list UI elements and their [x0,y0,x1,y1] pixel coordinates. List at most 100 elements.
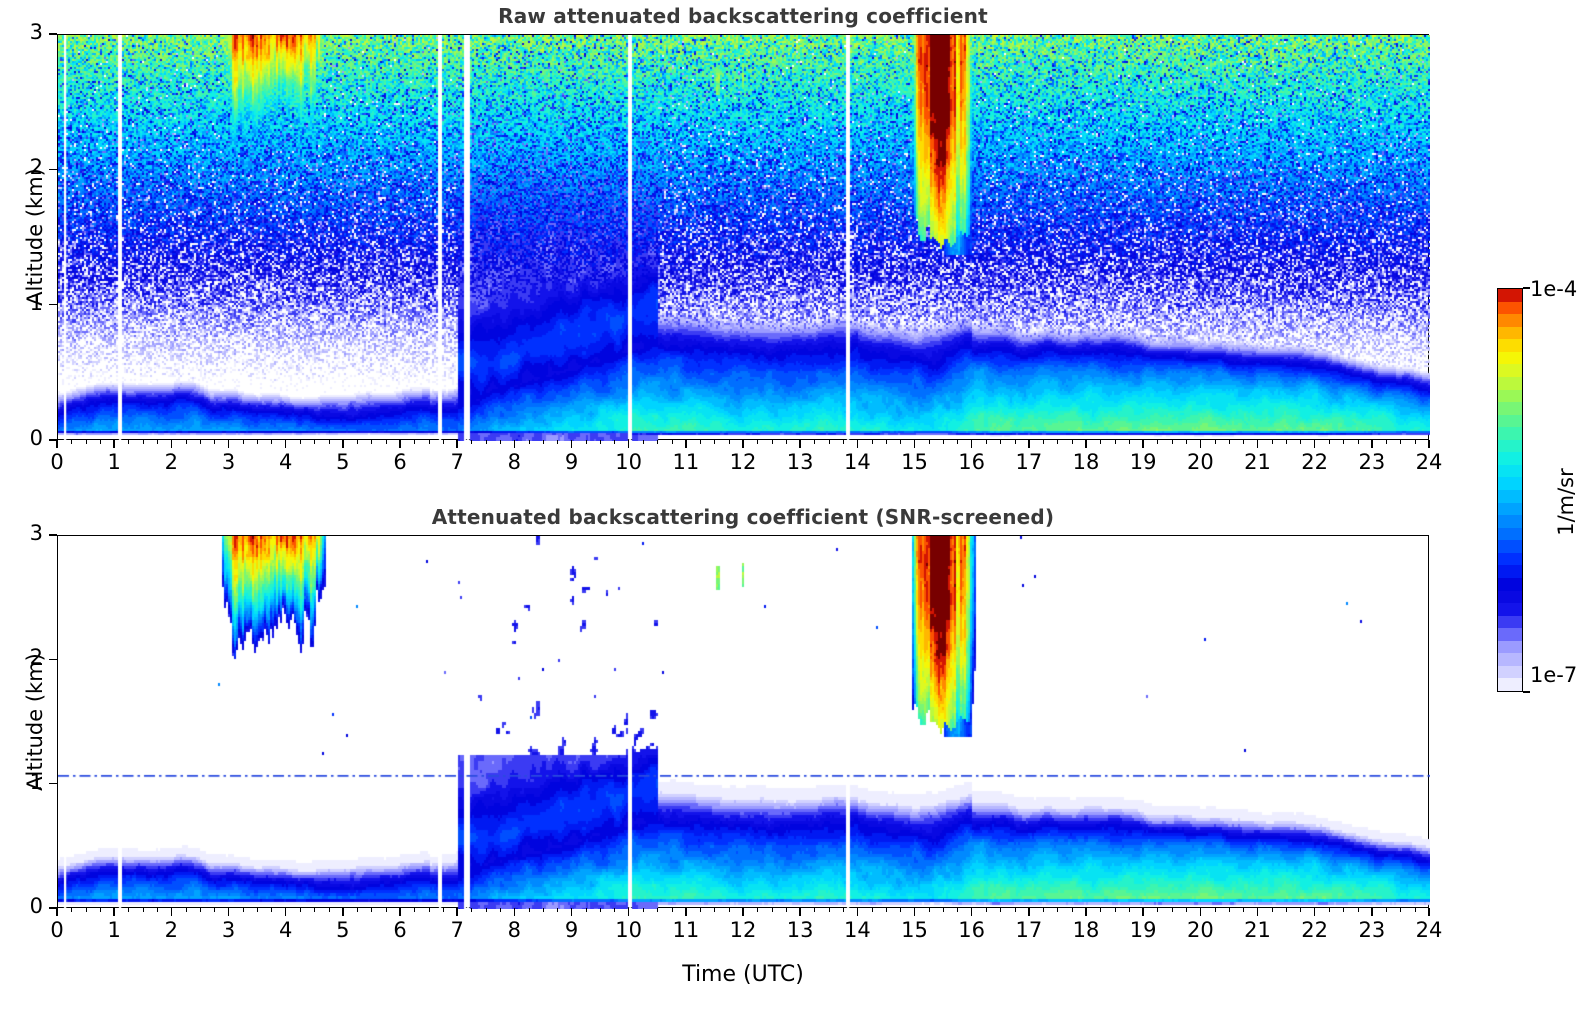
y-tick-label: 3 [29,20,43,44]
x-minor-tick-mark [600,908,602,912]
x-tick-mark [799,908,801,916]
x-minor-tick-mark [528,908,530,912]
x-tick-mark [627,440,630,448]
x-minor-tick-mark [1071,440,1073,444]
x-tick-label: 9 [564,450,579,474]
x-minor-tick-mark [928,440,930,444]
x-minor-tick-mark [142,908,144,912]
colorbar[interactable] [1497,288,1523,692]
x-minor-tick-mark [1386,908,1388,912]
x-minor-tick-mark [728,908,730,912]
x-tick-label: 16 [958,450,986,474]
x-minor-tick-mark [1171,908,1173,912]
colorbar-segment [1498,339,1522,352]
x-tick-mark [227,440,230,448]
y-tick-label: 1 [29,290,43,315]
colorbar-segment [1498,477,1522,490]
x-minor-tick-mark [900,440,902,444]
x-minor-tick-mark [1343,440,1345,444]
x-minor-tick-mark [757,908,759,912]
x-minor-tick-mark [771,440,773,444]
x-minor-tick-mark [642,908,644,912]
colorbar-tick-top [1523,287,1530,289]
colorbar-segment [1498,427,1522,440]
x-minor-tick-mark [357,908,359,912]
x-minor-tick-mark [1400,908,1402,912]
x-tick-mark [1371,908,1373,916]
colorbar-segment [1498,515,1522,528]
x-tick-mark [742,908,744,916]
y-tick-label: 0 [29,894,43,918]
x-tick-mark [970,440,973,448]
x-minor-tick-mark [128,440,130,444]
x-tick-mark [113,908,115,916]
x-minor-tick-mark [99,908,101,912]
y-tick-mark [49,658,57,661]
x-minor-tick-mark [757,440,759,444]
x-tick-mark [856,908,859,916]
x-tick-mark [1313,908,1316,916]
colorbar-segment [1498,376,1522,390]
x-minor-tick-mark [328,440,330,444]
colorbar-segment [1498,364,1522,377]
x-minor-tick-mark [1014,440,1016,444]
x-tick-label: 7 [450,918,464,942]
x-tick-mark [227,908,230,916]
plot-area-raw[interactable] [57,34,1430,441]
x-tick-mark [1371,440,1373,448]
x-minor-tick-mark [257,440,259,444]
x-minor-tick-mark [957,440,959,444]
colorbar-segment [1498,577,1522,591]
x-minor-tick-mark [428,440,430,444]
colorbar-segment [1498,414,1522,428]
x-tick-mark [342,440,344,448]
x-tick-label: 10 [615,918,643,942]
x-tick-mark [1428,440,1430,448]
plot-area-screened[interactable] [57,535,1430,909]
x-minor-tick-mark [257,908,259,912]
x-tick-label: 3 [221,918,236,942]
x-minor-tick-mark [442,440,444,444]
x-tick-label: 6 [393,450,407,474]
x-tick-label: 12 [729,450,757,474]
x-minor-tick-mark [1171,440,1173,444]
x-minor-tick-mark [671,440,673,444]
x-tick-mark [513,908,516,916]
y-tick-label: 2 [29,645,43,670]
x-minor-tick-mark [157,440,159,444]
x-minor-tick-mark [1228,440,1230,444]
x-tick-label: 13 [786,450,814,474]
x-tick-label: 15 [901,918,928,942]
x-tick-label: 12 [729,918,757,942]
x-tick-mark [1199,440,1202,448]
x-tick-label: 1 [107,918,121,942]
x-tick-label: 21 [1244,450,1271,474]
x-minor-tick-mark [199,440,201,444]
y-tick-mark [49,907,57,909]
x-minor-tick-mark [600,440,602,444]
x-tick-label: 0 [50,918,64,942]
colorbar-unit-label: 1/m/sr [1554,468,1578,536]
x-tick-mark [1428,908,1430,916]
x-tick-mark [456,908,458,916]
x-tick-label: 4 [278,918,293,942]
y-tick-label: 3 [29,521,43,545]
x-tick-mark [1313,440,1316,448]
x-tick-label: 17 [1015,918,1043,942]
x-tick-mark [570,440,573,448]
colorbar-segment [1498,678,1522,691]
x-minor-tick-mark [500,908,502,912]
x-minor-tick-mark [1128,908,1130,912]
colorbar-segment [1498,502,1522,516]
x-tick-mark [399,440,401,448]
x-minor-tick-mark [1128,440,1130,444]
x-tick-mark [1199,908,1202,916]
x-minor-tick-mark [1343,908,1345,912]
x-tick-label: 18 [1072,450,1100,474]
x-minor-tick-mark [385,908,387,912]
x-minor-tick-mark [371,908,373,912]
x-tick-mark [399,908,401,916]
x-tick-label: 22 [1301,450,1329,474]
x-tick-label: 18 [1072,918,1100,942]
x-minor-tick-mark [314,440,316,444]
